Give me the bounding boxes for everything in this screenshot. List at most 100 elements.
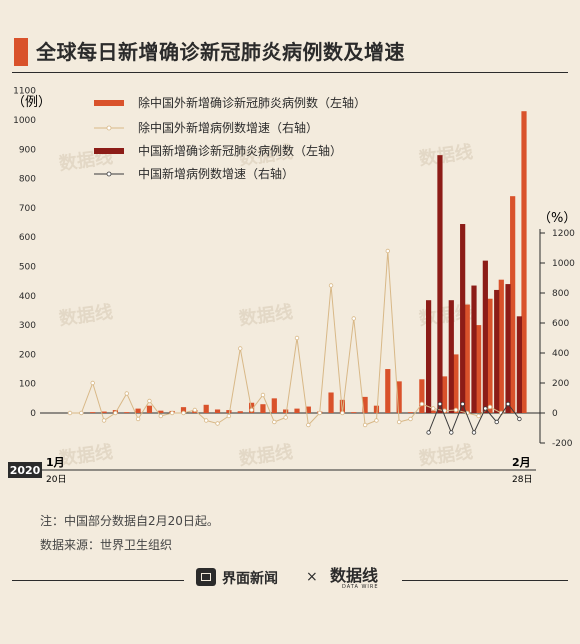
- bar-outside-china: [180, 407, 187, 413]
- bar-outside-china: [441, 376, 448, 413]
- bar-outside-china: [351, 412, 357, 413]
- legend-line-marker: [106, 171, 112, 177]
- x-start-day: 20日: [46, 474, 66, 485]
- point-outside-china-growth: [226, 413, 232, 419]
- point-outside-china-growth: [487, 404, 493, 410]
- point-china-growth: [483, 406, 488, 411]
- right-tick-label: 200: [552, 379, 569, 389]
- point-china-growth: [494, 419, 499, 425]
- point-outside-china-growth: [90, 380, 95, 386]
- bar-china: [426, 300, 432, 413]
- point-china-growth: [505, 401, 511, 407]
- bar-outside-china: [214, 409, 221, 413]
- bar-outside-china: [373, 405, 380, 413]
- watermark: 数据线: [418, 441, 475, 470]
- legend-bar-swatch: [94, 148, 124, 154]
- bar-outside-china: [328, 392, 334, 413]
- point-outside-china-growth: [408, 416, 413, 422]
- bar-outside-china: [237, 411, 243, 413]
- right-tick-label: 600: [552, 319, 569, 329]
- watermark: 数据线: [58, 441, 115, 470]
- point-china-growth: [517, 416, 522, 422]
- point-outside-china-growth: [351, 316, 356, 321]
- bar-china: [448, 300, 454, 413]
- point-outside-china-growth: [396, 419, 402, 425]
- bar-outside-china: [453, 354, 459, 413]
- right-axis-label: （%）: [538, 211, 576, 226]
- point-outside-china-growth: [374, 418, 379, 423]
- bar-outside-china: [271, 398, 277, 413]
- point-outside-china-growth: [419, 401, 425, 407]
- legend-label: 除中国外新增确诊新冠肺炎病例数（左轴）: [138, 95, 366, 110]
- bar-outside-china: [203, 404, 209, 413]
- point-china-growth: [449, 430, 454, 435]
- title-accent-bar: [14, 38, 28, 66]
- right-tick-label: 1200: [552, 229, 575, 239]
- bar-china: [494, 289, 500, 413]
- point-outside-china-growth: [453, 407, 459, 413]
- left-tick-label: 800: [19, 175, 36, 185]
- left-tick-label: 1100: [13, 87, 36, 97]
- point-outside-china-growth: [192, 407, 198, 413]
- point-outside-china-growth: [169, 410, 175, 416]
- watermark: 数据线: [58, 301, 115, 330]
- left-axis-label: （例）: [12, 95, 51, 110]
- data-wire-sub: DATA WIRE: [342, 584, 379, 590]
- point-outside-china-growth: [124, 391, 129, 396]
- right-tick-label: 0: [552, 409, 558, 419]
- legend-label: 中国新增病例数增速（右轴）: [138, 166, 294, 181]
- bar-outside-china: [90, 412, 96, 413]
- right-tick-label: 400: [552, 349, 569, 359]
- bar-outside-china: [226, 410, 232, 413]
- bar-china: [516, 316, 522, 413]
- point-outside-china-growth: [362, 422, 368, 428]
- bar-china: [482, 260, 488, 413]
- data-source: 数据来源：世界卫生组织: [40, 538, 173, 552]
- x-start-month: 1月: [46, 456, 65, 469]
- bar-outside-china: [146, 405, 153, 413]
- watermark: 数据线: [238, 441, 295, 470]
- bar-outside-china: [498, 279, 504, 413]
- point-outside-china-growth: [431, 406, 436, 411]
- point-china-growth: [426, 430, 431, 435]
- point-outside-china-growth: [101, 418, 107, 423]
- bar-outside-china: [510, 196, 516, 413]
- point-outside-china-growth: [79, 410, 84, 416]
- bar-outside-china: [124, 412, 130, 413]
- x-end-day: 28日: [512, 474, 532, 485]
- legend-label: 除中国外新增病例数增速（右轴）: [138, 120, 318, 135]
- bars-layer: [78, 111, 527, 414]
- bar-outside-china: [464, 304, 470, 413]
- point-outside-china-growth: [385, 248, 390, 254]
- bar-outside-china: [158, 410, 164, 413]
- jiemian-logo-icon: [196, 568, 216, 586]
- bar-outside-china: [283, 409, 289, 413]
- left-tick-label: 1000: [13, 116, 36, 126]
- point-china-growth: [471, 430, 477, 435]
- bar-outside-china: [305, 406, 311, 413]
- bar-outside-china: [339, 399, 345, 413]
- right-tick-label: -200: [552, 439, 573, 449]
- point-outside-china-growth: [249, 407, 254, 413]
- bar-outside-china: [407, 412, 414, 413]
- bar-outside-china: [430, 410, 436, 413]
- line-outside-china-growth: [70, 250, 502, 427]
- bar-china: [437, 155, 443, 413]
- left-tick-label: 700: [19, 204, 36, 214]
- left-tick-label: 300: [19, 321, 36, 331]
- point-outside-china-growth: [340, 410, 345, 416]
- chart-note: 注：中国部分数据自2月20日起。: [40, 514, 219, 528]
- data-wire-logo: 数据线: [330, 566, 379, 585]
- watermark: 数据线: [418, 141, 475, 170]
- ticks-layer: 0 100 200 300 400 500 600 700 800 900 1000 1100 -200…: [13, 87, 575, 449]
- point-outside-china-growth: [181, 410, 186, 416]
- point-outside-china-growth: [306, 422, 311, 428]
- lines-layer: [67, 248, 522, 435]
- bar-outside-china: [385, 369, 391, 413]
- point-outside-china-growth: [113, 410, 118, 416]
- bar-china: [471, 285, 477, 413]
- left-tick-label: 100: [19, 380, 36, 390]
- left-tick-label: 400: [19, 292, 36, 302]
- point-outside-china-growth: [272, 419, 277, 425]
